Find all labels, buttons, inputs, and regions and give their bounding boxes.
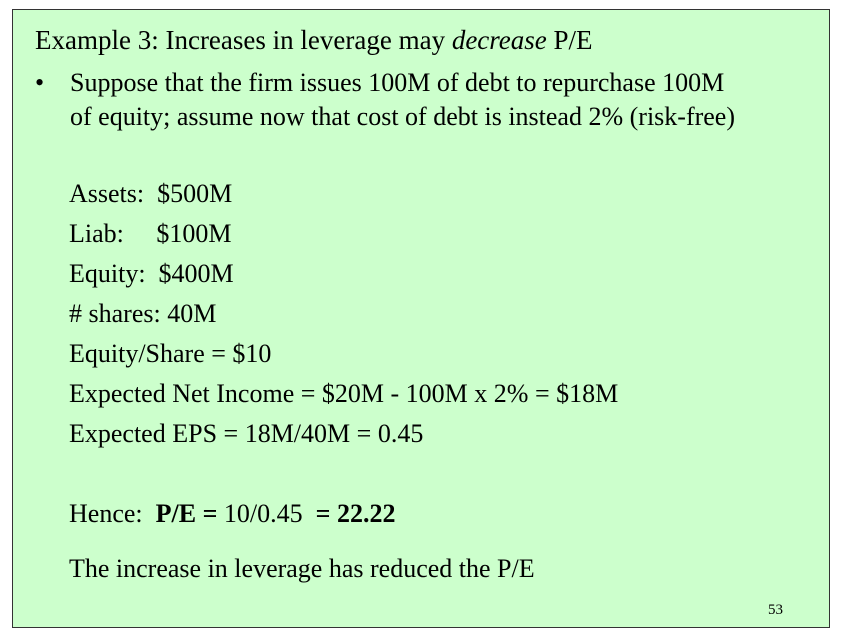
- expected-net-income-line: Expected Net Income = $20M - 100M x 2% =…: [69, 379, 619, 408]
- page-number: 53: [768, 602, 783, 618]
- shares-line: # shares: 40M: [69, 299, 217, 328]
- bullet-icon: •: [35, 68, 45, 97]
- assets-line: Assets: $500M: [69, 179, 233, 208]
- pe-label: P/E =: [155, 499, 224, 528]
- slide: Example 3: Increases in leverage may dec…: [12, 9, 830, 628]
- bullet-line-1: Suppose that the firm issues 100M of deb…: [70, 68, 725, 97]
- liab-line: Liab: $100M: [69, 219, 232, 248]
- title-italic-word: decrease: [451, 25, 547, 55]
- pe-result: = 22.22: [315, 499, 396, 528]
- slide-title: Example 3: Increases in leverage may dec…: [35, 25, 593, 56]
- hence-label: Hence:: [69, 499, 156, 528]
- equity-per-share-line: Equity/Share = $10: [69, 339, 272, 368]
- bullet-line-2: of equity; assume now that cost of debt …: [70, 102, 735, 131]
- bullet-text: Suppose that the firm issues 100M of deb…: [70, 66, 810, 134]
- conclusion-line: The increase in leverage has reduced the…: [69, 554, 535, 583]
- title-suffix: P/E: [546, 25, 593, 55]
- pe-ratio-line: Hence: P/E = 10/0.45 = 22.22: [69, 499, 395, 529]
- equity-line: Equity: $400M: [69, 259, 234, 288]
- expected-eps-line: Expected EPS = 18M/40M = 0.45: [69, 419, 424, 448]
- title-prefix: Example 3: Increases in leverage may: [35, 25, 452, 55]
- pe-calculation: 10/0.45: [223, 499, 316, 528]
